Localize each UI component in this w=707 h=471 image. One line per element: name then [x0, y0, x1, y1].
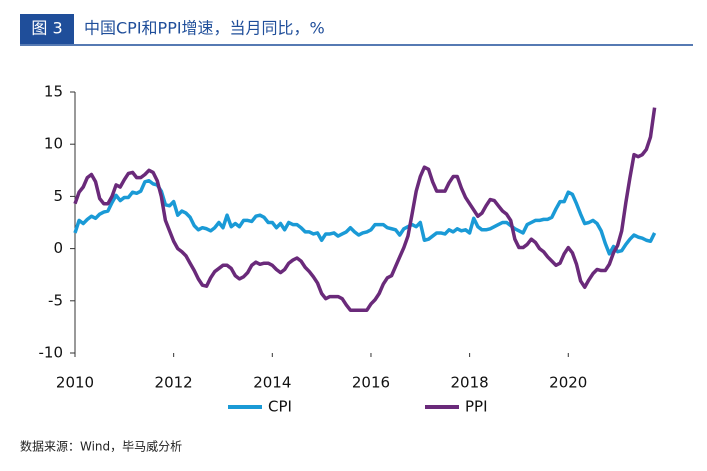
badge: 图 3: [31, 19, 62, 38]
series-line: [73, 178, 657, 256]
x-tick-label: 2016: [352, 374, 390, 392]
y-tick-label: -5: [48, 291, 63, 309]
x-tick-label: 2014: [253, 374, 291, 392]
y-tick-label: -10: [39, 344, 64, 362]
x-tick-label: 2012: [155, 374, 193, 392]
y-tick-label: 15: [44, 83, 63, 101]
badge-box: [20, 14, 74, 44]
source: 数据来源：Wind，毕马威分析: [20, 439, 182, 454]
legend-label: CPI: [268, 398, 292, 416]
chart-title: 中国CPI和PPI增速，当月同比，%: [84, 19, 325, 38]
x-tick-label: 2018: [451, 374, 489, 392]
legend-label: PPI: [465, 398, 488, 416]
x-tick-label: 2010: [56, 374, 94, 392]
y-tick-label: 5: [53, 187, 63, 205]
x-tick-label: 2020: [549, 374, 587, 392]
y-tick-label: 0: [53, 239, 63, 257]
y-tick-label: 10: [44, 135, 63, 153]
series-line: [73, 107, 657, 312]
